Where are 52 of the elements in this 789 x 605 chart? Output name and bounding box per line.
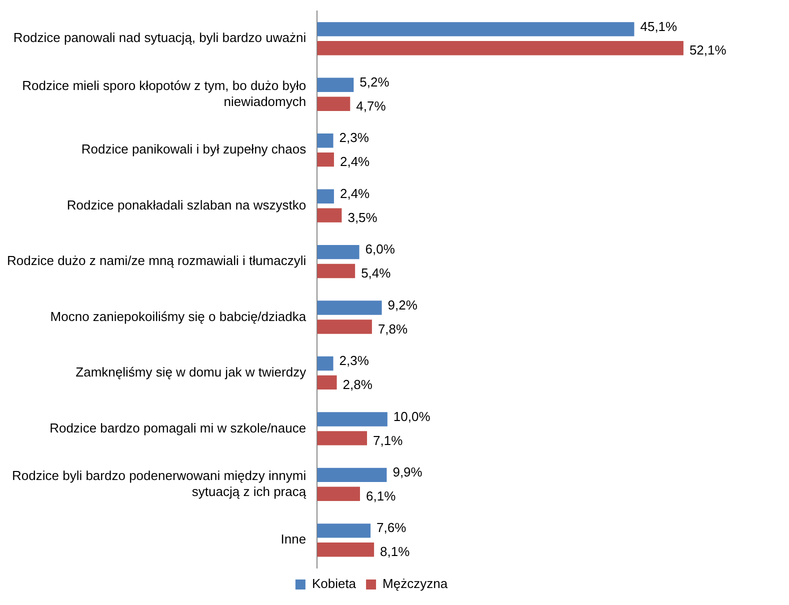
bar	[317, 320, 372, 334]
data-label: 10,0%	[393, 408, 431, 424]
bar	[317, 542, 374, 557]
data-label: 7,1%	[373, 432, 404, 448]
y-tick-label: Rodzice panikowali i był zupełny chaos	[81, 142, 307, 157]
bar	[317, 208, 342, 222]
data-label: 5,4%	[361, 266, 392, 281]
data-label: 2,4%	[340, 154, 370, 170]
bar	[317, 468, 387, 482]
bar	[317, 412, 388, 426]
bar	[317, 524, 371, 538]
bar	[317, 244, 360, 260]
data-label: 2,3%	[339, 130, 370, 146]
bar	[317, 189, 334, 204]
y-tick-label: Rodzice panowali nad sytuacją, byli bardzo uważni	[13, 30, 306, 46]
bar	[317, 78, 354, 92]
bar	[317, 22, 634, 36]
data-label: 45,1%	[640, 18, 678, 34]
data-label: 6,0%	[365, 242, 396, 257]
bar	[317, 486, 360, 501]
data-label: 7,8%	[378, 321, 408, 336]
data-label: 8,1%	[380, 544, 410, 560]
data-label: 2,3%	[339, 353, 370, 368]
bar	[317, 152, 334, 167]
bar	[317, 264, 356, 278]
legend-label: Kobieta	[312, 576, 357, 592]
bar	[317, 300, 382, 315]
y-tick-label: Rodzice ponakładali szlaban na wszystko	[66, 197, 306, 212]
y-tick-label: Mocno zaniepokoiliśmy się o babcię/dziadka	[50, 308, 307, 324]
y-tick-label: Rodzice dużo z nami/ze mną rozmawiali i tłumaczyli	[6, 253, 306, 268]
data-label: 7,6%	[376, 520, 407, 536]
bar	[317, 356, 334, 371]
bar	[317, 96, 350, 111]
legend-label: Mężczyzna	[382, 576, 448, 592]
data-label: 9,9%	[392, 464, 423, 480]
data-label: 5,2%	[360, 74, 390, 90]
data-label: 9,2%	[388, 297, 418, 312]
y-tick-label: Rodzice byli bardzo podenerwowani między innymi sytuacją z ich pracą	[12, 468, 307, 499]
data-label: 3,5%	[348, 210, 378, 225]
y-tick-label: Rodzice mieli sporo kłopotów z tym, bo dużo było niewiadomych	[22, 78, 306, 109]
data-label: 6,1%	[366, 488, 396, 504]
y-tick-label: Zamknęliśmy się w domu jak w twierdzy	[76, 364, 307, 380]
data-label: 2,4%	[340, 186, 370, 201]
bar	[317, 134, 334, 148]
data-label: 4,7%	[356, 98, 386, 114]
bar	[317, 431, 368, 446]
bar	[317, 41, 684, 56]
y-tick-label: Rodzice bardzo pomagali mi w szkole/nauce	[50, 420, 306, 436]
bar	[317, 375, 337, 390]
data-label: 52,1%	[689, 42, 727, 58]
y-tick-label: Inne	[280, 532, 306, 547]
data-label: 2,8%	[342, 377, 373, 392]
